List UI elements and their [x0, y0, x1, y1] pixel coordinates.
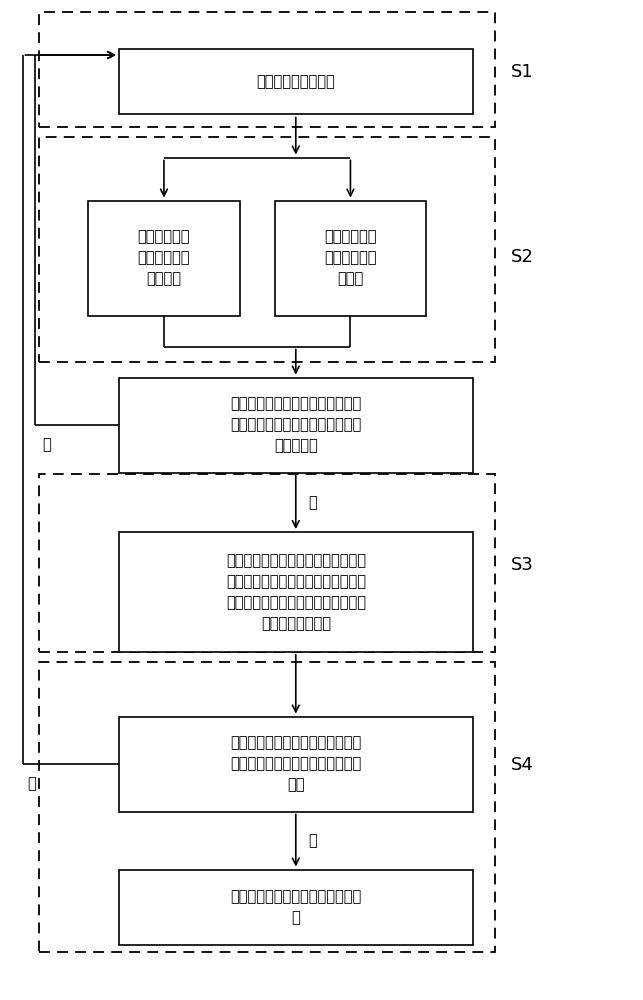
Bar: [275, 200, 426, 316]
Bar: [39, 474, 495, 652]
Bar: [39, 137, 495, 362]
Bar: [39, 12, 495, 127]
Text: 否: 否: [42, 437, 51, 452]
Bar: [119, 377, 473, 473]
Text: 身份证阅读器
采集用户身份
证信息: 身份证阅读器 采集用户身份 证信息: [324, 230, 377, 286]
Text: S3: S3: [511, 556, 534, 574]
Bar: [39, 662, 495, 952]
Text: 人脸采集器采
集用户的第一
脸部图片: 人脸采集器采 集用户的第一 脸部图片: [138, 230, 190, 286]
Text: 是: 是: [309, 833, 318, 848]
Bar: [89, 200, 239, 316]
Text: 检测用户的距离信息: 检测用户的距离信息: [257, 75, 335, 90]
Bar: [119, 869, 473, 944]
Text: 将所采集的用户虹膜图像存入数据
库: 将所采集的用户虹膜图像存入数据 库: [230, 889, 361, 925]
Bar: [119, 532, 473, 652]
Text: S2: S2: [511, 248, 534, 266]
Bar: [119, 49, 473, 114]
Bar: [119, 716, 473, 812]
Text: 根据第一人脸图像中的眼睛高度信息
和距离信息，利用虹膜采集器采集用
户的虹膜图像并利用人脸采集器采集
用户第二人脸图像: 根据第一人脸图像中的眼睛高度信息 和距离信息，利用虹膜采集器采集用 户的虹膜图像…: [226, 553, 366, 631]
Text: S4: S4: [511, 756, 534, 774]
Text: 对第一人脸图像和第二人脸图像进
行人脸识别对比，判断是否属于同
一人: 对第一人脸图像和第二人脸图像进 行人脸识别对比，判断是否属于同 一人: [230, 736, 361, 792]
Text: 否: 否: [28, 776, 37, 791]
Text: S1: S1: [511, 63, 534, 81]
Text: 是: 是: [309, 495, 318, 510]
Text: 对所采集的第一脸部图片和身份证
信息进行人脸识别对比，判断是否
属于同一人: 对所采集的第一脸部图片和身份证 信息进行人脸识别对比，判断是否 属于同一人: [230, 396, 361, 454]
